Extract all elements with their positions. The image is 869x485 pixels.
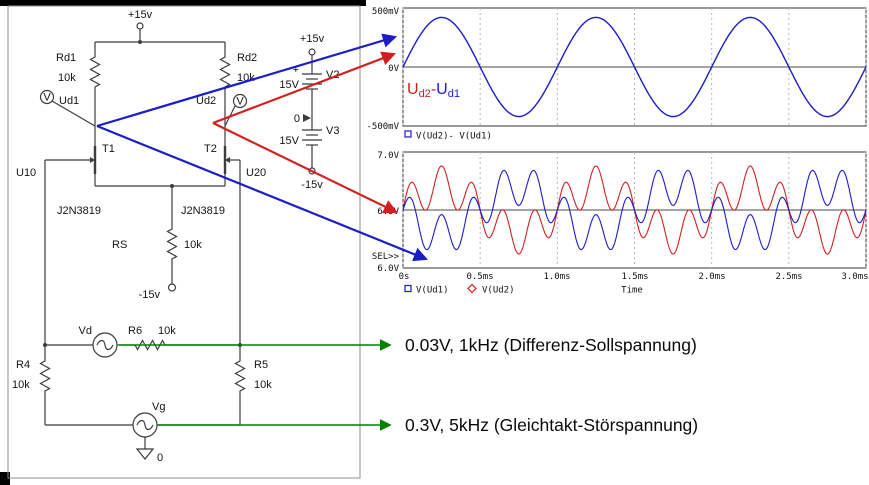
red-arrow-ud2-to-top-plot: [212, 51, 397, 125]
label-ud1: Ud1: [59, 95, 79, 107]
jfet-t2-gate-arrow: [225, 157, 230, 163]
source-vg: [132, 412, 158, 438]
red-arrow-ud2-to-bottom-plot: [212, 122, 398, 214]
schematic-border: [7, 5, 361, 479]
xtick-0p5ms: 0.5ms: [466, 272, 493, 282]
blue-arrow-ud1-to-bottom-plot: [96, 124, 428, 262]
terminal-plus15: [136, 22, 144, 30]
xtick-0s: 0s: [399, 272, 410, 282]
terminal-plus15-v2: [308, 48, 316, 56]
label-r4: R4: [16, 359, 30, 371]
battery-v2: [302, 73, 322, 90]
x-axis-title: Time: [621, 286, 643, 296]
xtick-1p5ms: 1.5ms: [621, 272, 648, 282]
ytick-0v: 0V: [388, 64, 399, 74]
bottom-left-black-square: [0, 472, 10, 485]
label-ud2: Ud2: [196, 95, 216, 107]
annotation-differential-source: 0.03V, 1kHz (Differenz-Sollspannung): [405, 335, 697, 355]
label-rd1: Rd1: [56, 52, 76, 64]
blue-arrow-ud1-to-top-plot: [96, 33, 398, 128]
circuit-schematic: V V +15v Rd1 10k Rd2 10k Ud1 Ud2 T1 T2 U…: [7, 5, 361, 479]
junction-dot: [43, 343, 47, 347]
terminal-minus15-rs: [167, 283, 177, 292]
resistor-rd1: [89, 52, 101, 92]
battery-v3: [302, 129, 322, 146]
probe2-meter-letter: V: [236, 96, 244, 108]
label-u10: U10: [16, 167, 36, 179]
label-ground-0: 0: [157, 452, 163, 464]
legend-diamond-icon: [467, 283, 477, 294]
label-u20: U20: [246, 167, 266, 179]
jfet-t1-gate-arrow: [90, 157, 95, 163]
probe1-meter-letter: V: [43, 92, 51, 104]
top-black-bar: [0, 0, 366, 6]
voltage-probe-ud2: V: [224, 93, 248, 127]
label-rs: RS: [112, 239, 127, 251]
wires: [44, 29, 313, 449]
ytick-6v: 6.0V: [377, 264, 399, 274]
junction-dot: [170, 184, 174, 188]
label-t1: T1: [102, 143, 115, 155]
xtick-2p5ms: 2.5ms: [775, 272, 802, 282]
jfet-t2: [223, 146, 230, 174]
legend-vud2-label: V(Ud2): [482, 286, 515, 296]
trace-vud1: [402, 169, 867, 251]
resistor-r4: [39, 356, 51, 396]
label-vg: Vg: [152, 401, 165, 413]
label-t2: T2: [204, 143, 217, 155]
label-rs-value: 10k: [184, 239, 202, 251]
ground-marker-icon: [303, 114, 311, 122]
plot-differential-output: 500mV 0V -500mV Ud2-Ud1 V(Ud2)- V(Ud1): [366, 7, 867, 142]
label-r6: R6: [128, 325, 142, 337]
trace-vud2-minus-vud1: [402, 16, 867, 118]
xtick-2ms: 2.0ms: [698, 272, 725, 282]
label-v3-value: 15V: [279, 135, 299, 147]
terminal-minus15-v3: [308, 167, 316, 175]
pointer-arrows: 0.03V, 1kHz (Differenz-Sollspannung) 0.3…: [96, 33, 698, 435]
legend-square-icon: [404, 130, 412, 138]
annotation-common-mode-source: 0.3V, 5kHz (Gleichtakt-Störspannung): [405, 415, 698, 435]
junction-dot: [138, 40, 142, 44]
label-rd2: Rd2: [237, 52, 257, 64]
resistor-r5: [234, 356, 246, 396]
label-vd: Vd: [79, 325, 92, 337]
ytick-neg500mv: -500mV: [366, 122, 399, 132]
label-r5-value: 10k: [254, 379, 272, 391]
ground-symbol-icon: [135, 448, 155, 460]
label-minus15-v3: -15v: [301, 179, 323, 191]
plot-top-legend-label: V(Ud2)- V(Ud1): [416, 132, 492, 142]
label-r6-value: 10k: [158, 325, 176, 337]
label-v3: V3: [326, 125, 339, 137]
label-jfet1-type: J2N3819: [57, 205, 101, 217]
legend-vud1-label: V(Ud1): [416, 286, 449, 296]
resistor-rs: [166, 224, 178, 264]
xtick-1ms: 1.0ms: [543, 272, 570, 282]
label-rd1-value: 10k: [58, 72, 76, 84]
sel-indicator: SEL>>: [372, 252, 400, 262]
label-plus15-top: +15v: [128, 9, 153, 21]
label-jfet2-type: J2N3819: [181, 205, 225, 217]
label-r5: R5: [254, 359, 268, 371]
annotation-ud2-minus-ud1: Ud2-Ud1: [407, 81, 460, 100]
label-mid-node-0: 0: [294, 113, 300, 125]
label-v2-plus: +: [293, 64, 299, 76]
resistor-rd2: [219, 52, 231, 92]
legend-square-icon: [404, 284, 412, 293]
source-vd: [92, 332, 118, 358]
label-r4-value: 10k: [12, 379, 30, 391]
label-plus15-v2: +15v: [300, 33, 325, 45]
plot-node-voltages: 7.0V 6.5V SEL>> 6.0V 0s 0.5ms 1.0ms 1.5m…: [372, 151, 869, 296]
ytick-7v: 7.0V: [377, 151, 399, 161]
label-minus15-rs: -15v: [139, 289, 161, 301]
ytick-500mv: 500mV: [372, 7, 400, 17]
label-v2-value: 15V: [279, 79, 299, 91]
jfet-t1: [90, 146, 97, 174]
voltage-probe-ud1: V: [39, 89, 96, 127]
xtick-3ms: 3.0ms: [841, 272, 868, 282]
